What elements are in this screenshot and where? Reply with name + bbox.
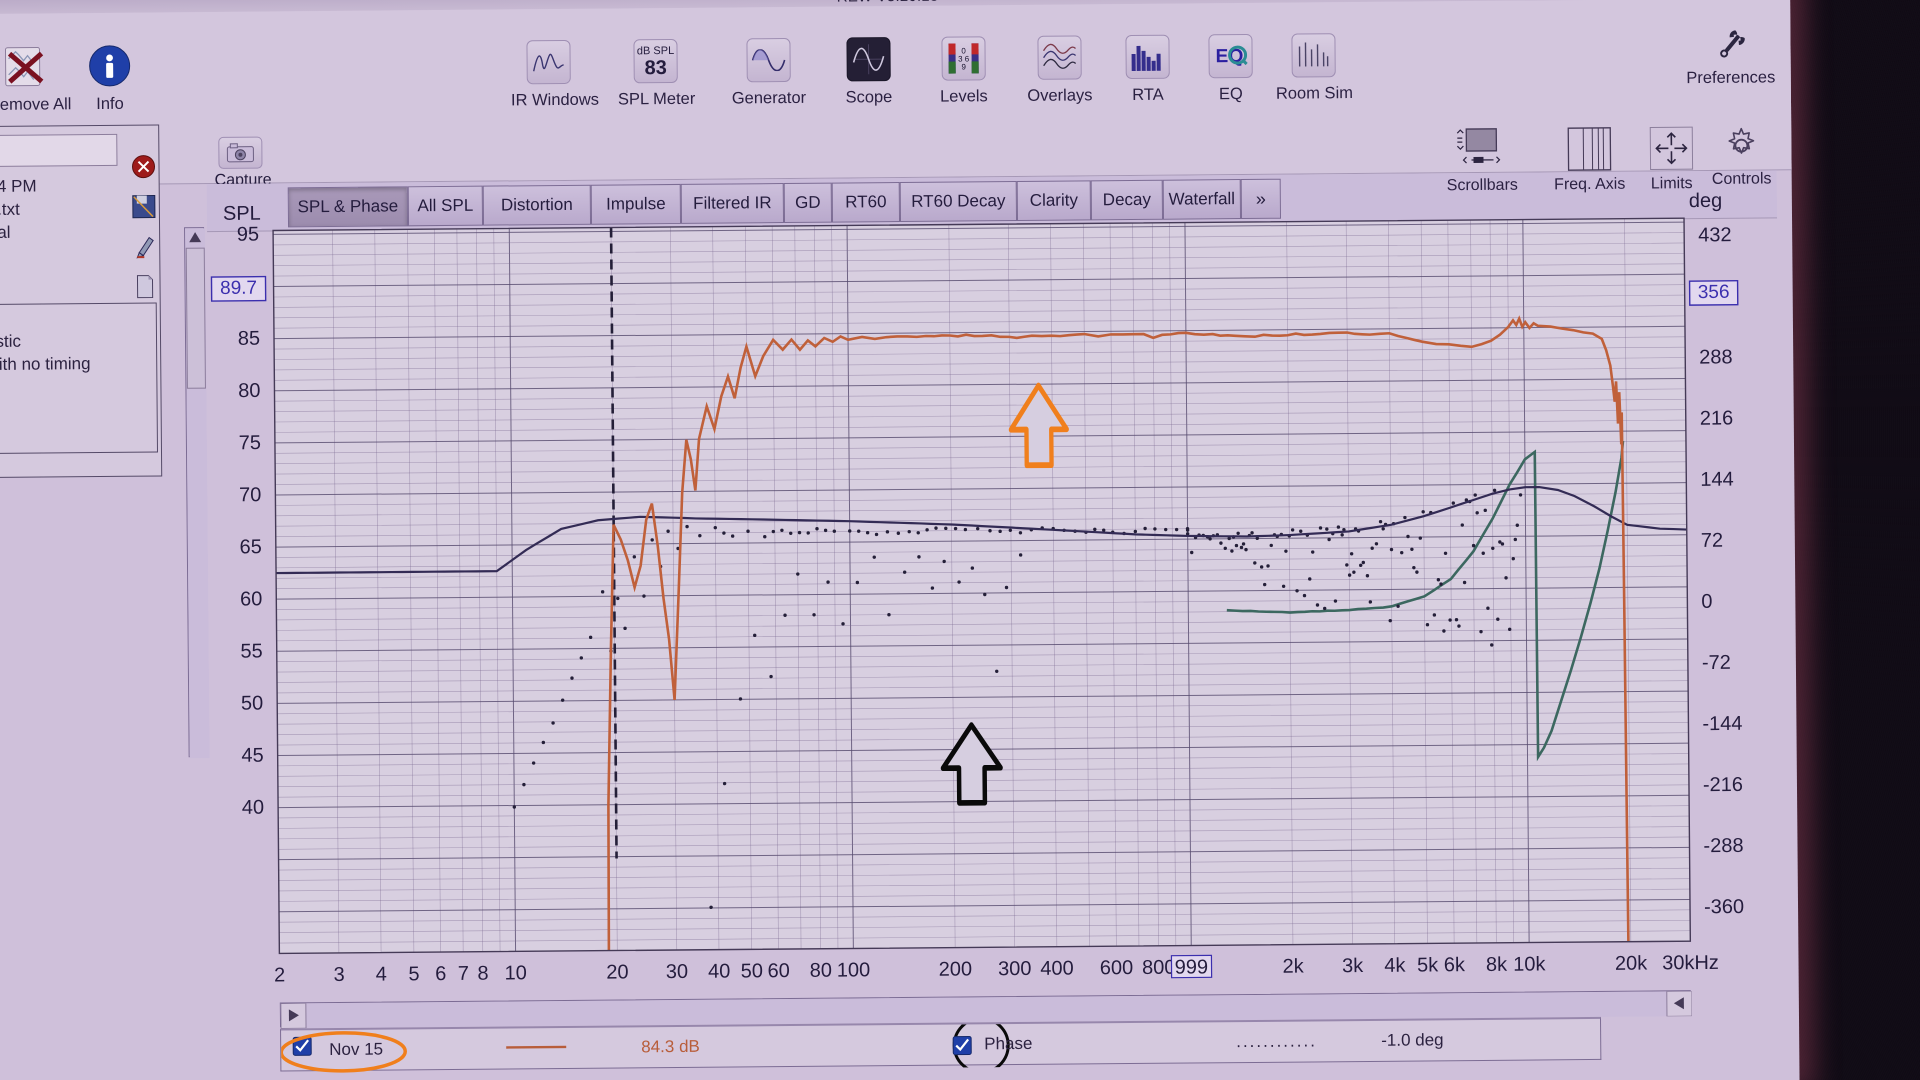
svg-text:65: 65: [239, 536, 261, 558]
svg-text:80: 80: [238, 380, 260, 402]
svg-text:356: 356: [1698, 282, 1730, 303]
svg-text:3k: 3k: [1342, 955, 1364, 977]
svg-text:5k: 5k: [1417, 954, 1439, 976]
svg-text:20k: 20k: [1615, 953, 1648, 975]
svg-text:400: 400: [1040, 958, 1074, 980]
svg-text:4: 4: [376, 964, 387, 986]
svg-text:999: 999: [1175, 956, 1209, 978]
svg-text:85: 85: [238, 328, 260, 350]
svg-text:89.7: 89.7: [220, 278, 257, 299]
svg-text:10: 10: [505, 962, 527, 984]
svg-text:6k: 6k: [1444, 954, 1466, 976]
svg-text:deg: deg: [1689, 190, 1723, 212]
svg-text:200: 200: [939, 958, 973, 980]
svg-text:30: 30: [666, 961, 688, 983]
svg-text:2: 2: [274, 964, 285, 986]
svg-text:0: 0: [1701, 591, 1712, 613]
svg-text:50: 50: [741, 960, 763, 982]
svg-text:8: 8: [477, 963, 488, 985]
svg-text:60: 60: [240, 588, 262, 610]
svg-text:-72: -72: [1702, 652, 1731, 674]
svg-text:8k: 8k: [1486, 954, 1508, 976]
svg-text:40: 40: [242, 797, 264, 819]
svg-text:SPL: SPL: [223, 203, 261, 225]
svg-text:20: 20: [606, 961, 628, 983]
svg-text:75: 75: [239, 432, 261, 454]
svg-text:7: 7: [458, 963, 469, 985]
svg-text:-144: -144: [1702, 713, 1742, 735]
svg-text:600: 600: [1100, 957, 1134, 979]
svg-text:3: 3: [333, 964, 344, 986]
svg-text:80: 80: [810, 960, 832, 982]
svg-text:2k: 2k: [1282, 956, 1304, 978]
svg-text:216: 216: [1700, 407, 1734, 429]
svg-text:95: 95: [237, 224, 259, 246]
svg-text:60: 60: [767, 960, 789, 982]
svg-text:30kHz: 30kHz: [1662, 952, 1719, 974]
svg-text:70: 70: [239, 484, 261, 506]
svg-text:72: 72: [1701, 530, 1723, 552]
svg-text:800: 800: [1142, 957, 1176, 979]
svg-text:50: 50: [241, 692, 263, 714]
svg-text:144: 144: [1700, 469, 1734, 491]
svg-text:100: 100: [837, 959, 871, 981]
svg-text:40: 40: [708, 961, 730, 983]
svg-text:-360: -360: [1704, 896, 1744, 918]
svg-text:45: 45: [241, 745, 263, 767]
svg-text:432: 432: [1698, 224, 1732, 246]
svg-text:6: 6: [435, 963, 446, 985]
svg-text:-288: -288: [1703, 835, 1743, 857]
svg-text:4k: 4k: [1384, 955, 1406, 977]
svg-text:55: 55: [240, 640, 262, 662]
svg-text:300: 300: [998, 958, 1032, 980]
svg-text:5: 5: [408, 963, 419, 985]
svg-text:288: 288: [1699, 346, 1733, 368]
svg-text:10k: 10k: [1513, 953, 1546, 975]
svg-text:-216: -216: [1703, 774, 1743, 796]
